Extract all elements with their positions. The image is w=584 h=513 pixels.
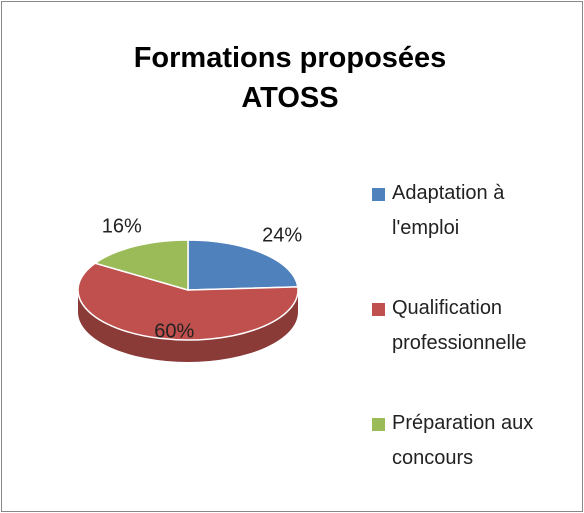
slice bbox=[187, 239, 299, 291]
data-label: 60% bbox=[154, 320, 194, 342]
data-label: 16% bbox=[102, 216, 142, 238]
legend-label: Préparation aux concours bbox=[392, 412, 534, 469]
data-label: 24% bbox=[262, 225, 302, 247]
chart-title: Formations proposées ATOSS bbox=[133, 42, 447, 114]
slice bbox=[77, 262, 299, 341]
legend-swatch bbox=[372, 418, 385, 431]
legend-swatch bbox=[372, 188, 385, 201]
legend-label: Qualification professionnelle bbox=[392, 297, 527, 354]
slice bbox=[93, 239, 189, 291]
legend-item: Qualification professionnelle bbox=[372, 291, 577, 406]
legend-item: Préparation aux concours bbox=[372, 406, 577, 513]
slice-side bbox=[78, 290, 298, 362]
legend-item: Adaptation à l'emploi bbox=[372, 176, 577, 291]
legend-label: Adaptation à l'emploi bbox=[392, 182, 505, 239]
legend: Adaptation à l'emploi Qualification profe… bbox=[372, 176, 577, 513]
legend-swatch bbox=[372, 303, 385, 316]
